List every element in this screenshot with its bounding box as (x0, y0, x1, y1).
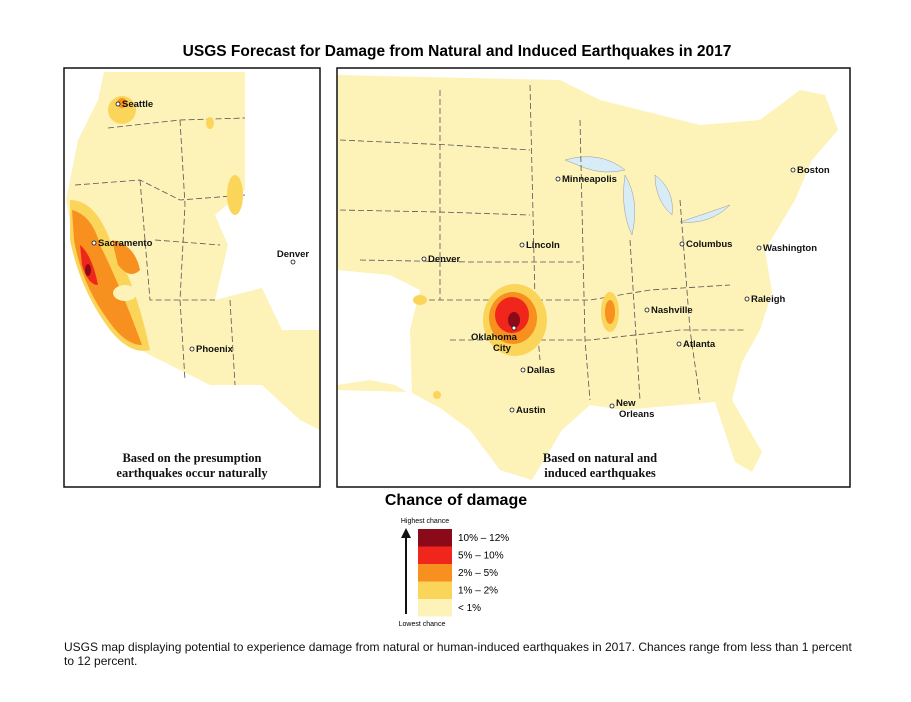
city-label: Austin (516, 405, 546, 416)
legend-swatch (418, 564, 452, 582)
city-dot (511, 325, 517, 331)
legend-bottom-label: Lowest chance (399, 621, 446, 628)
city-dot (189, 346, 195, 352)
right-map (337, 68, 850, 487)
legend-swatch (418, 599, 452, 617)
city-dot (509, 407, 515, 413)
city-label: Lincoln (526, 240, 560, 251)
legend-swatch (418, 581, 452, 599)
panel-caption: Based on the presumption (122, 451, 261, 465)
legend-swatch (418, 529, 452, 547)
city-label: Sacramento (98, 238, 153, 249)
legend-arrowhead (401, 528, 411, 538)
city-label: Minneapolis (562, 174, 617, 185)
city-dot (676, 341, 682, 347)
city-dot (790, 167, 796, 173)
city-label: New (616, 398, 636, 409)
title: USGS Forecast for Damage from Natural an… (183, 43, 732, 60)
city-label: Oklahoma (471, 332, 518, 343)
city-label: Washington (763, 243, 817, 254)
legend-label: 2% – 5% (458, 568, 498, 579)
city-dot (756, 245, 762, 251)
city-label: Orleans (619, 409, 654, 420)
city-dot (91, 240, 97, 246)
legend-title: Chance of damage (385, 492, 527, 509)
city-dot (644, 307, 650, 313)
city-dot (679, 241, 685, 247)
city-label: Phoenix (196, 344, 234, 355)
city-label: Raleigh (751, 294, 786, 305)
city-label: Seattle (122, 99, 153, 110)
right-frame (336, 67, 851, 488)
city-dot (115, 101, 121, 107)
panel-caption: Based on natural and (543, 451, 657, 465)
city-dot (744, 296, 750, 302)
city-label: Boston (797, 165, 830, 176)
legend-swatch (418, 546, 452, 564)
city-dot (519, 242, 525, 248)
city-label: Dallas (527, 365, 555, 376)
city-dot (555, 176, 561, 182)
panel-caption: induced earthquakes (544, 466, 656, 480)
legend-label: < 1% (458, 603, 481, 614)
left-map (64, 68, 320, 487)
footnote: USGS map displaying potential to experie… (64, 640, 852, 668)
city-label: City (493, 343, 512, 354)
city-dot (609, 403, 615, 409)
city-label: Atlanta (683, 339, 716, 350)
city-dot (421, 256, 427, 262)
city-label: Columbus (686, 239, 732, 250)
legend-label: 5% – 10% (458, 551, 504, 562)
city-label: Nashville (651, 305, 693, 316)
legend-label: 10% – 12% (458, 533, 509, 544)
city-label: Denver (428, 254, 461, 265)
legend-label: 1% – 2% (458, 586, 498, 597)
city-dot (290, 259, 296, 265)
city-label: Denver (277, 249, 310, 260)
city-dot (520, 367, 526, 373)
left-frame (63, 67, 321, 488)
panel-caption: earthquakes occur naturally (116, 466, 268, 480)
legend-top-label: Highest chance (401, 518, 449, 525)
